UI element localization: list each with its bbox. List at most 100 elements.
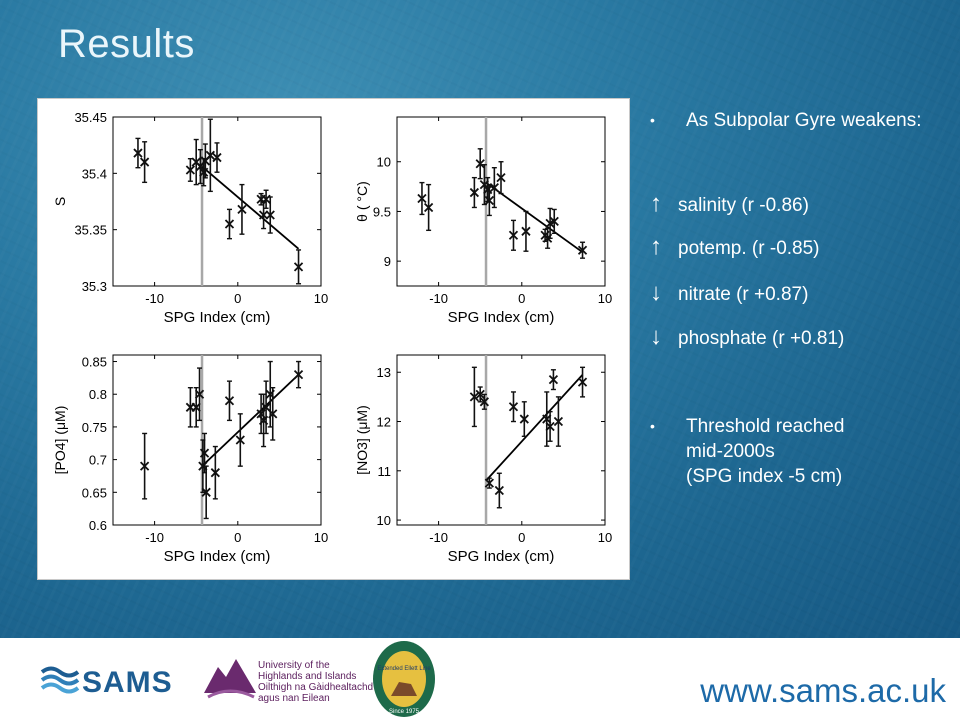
uhi-mountain-logo-icon — [204, 659, 256, 699]
x-tick-label: 10 — [598, 530, 612, 545]
y-tick-label: 9.5 — [373, 204, 391, 219]
y-tick-label: 0.7 — [89, 453, 107, 468]
threshold-line-3: (SPG index -5 cm) — [686, 466, 843, 487]
trend-phosphate: ↓ phosphate (r +0.81) — [650, 323, 940, 351]
trend-potemp: ↑ potemp. (r -0.85) — [650, 233, 940, 261]
x-tick-label: 0 — [234, 530, 241, 545]
data-point-marker — [268, 409, 278, 419]
x-tick-label: -10 — [145, 291, 164, 306]
data-point-marker — [475, 389, 485, 400]
y-axis-label: S — [52, 197, 68, 206]
up-arrow-icon: ↑ — [650, 233, 662, 260]
plot-frame — [112, 354, 322, 526]
y-axis-label: θ ( °C) — [354, 181, 370, 222]
data-point-marker — [224, 396, 235, 406]
y-tick-label: 0.65 — [82, 485, 107, 500]
data-point-marker — [265, 210, 275, 220]
data-point-marker — [139, 461, 150, 471]
uhi-logo-text: University of the Highlands and Islands … — [258, 660, 378, 704]
data-point-marker — [553, 416, 564, 427]
y-tick-label: 35.45 — [74, 110, 107, 125]
uhi-line: Highlands and Islands — [258, 671, 357, 682]
x-tick-label: 10 — [598, 291, 612, 306]
data-point-marker — [205, 150, 215, 160]
y-tick-label: 0.8 — [89, 387, 107, 402]
x-axis-label: SPG Index (cm) — [448, 548, 555, 565]
y-tick-label: 9 — [384, 254, 391, 269]
data-point-marker — [475, 159, 485, 169]
y-tick-label: 12 — [377, 415, 391, 430]
data-point-marker — [484, 195, 494, 206]
seal-bottom-text: Since 1975 — [389, 709, 420, 715]
fit-line — [201, 373, 300, 467]
y-tick-label: 0.6 — [89, 518, 107, 533]
data-point-marker — [577, 377, 588, 387]
sams-logo-text: SAMS — [82, 666, 173, 699]
data-point-marker — [185, 165, 196, 175]
data-point-marker — [577, 245, 588, 255]
y-tick-label: 0.75 — [82, 420, 107, 435]
bullet-threshold-text: Threshold reached mid-2000s (SPG index -… — [686, 414, 946, 489]
data-point-marker — [139, 157, 150, 167]
x-tick-label: -10 — [429, 530, 448, 545]
x-tick-label: 0 — [518, 291, 525, 306]
results-figure: -10 0 10 35.3 35.35 35.4 35.45 SPG Index (cm) S -… — [37, 98, 630, 580]
x-axis-label: SPG Index (cm) — [164, 309, 271, 326]
data-point-marker — [417, 193, 427, 204]
trend-text: salinity (r -0.86) — [678, 195, 809, 216]
x-tick-label: 10 — [314, 530, 328, 545]
trend-nitrate: ↓ nitrate (r +0.87) — [650, 279, 940, 307]
x-axis-label: SPG Index (cm) — [448, 309, 555, 326]
data-point-marker — [484, 478, 494, 488]
data-point-marker — [235, 435, 245, 445]
data-point-marker — [494, 485, 504, 496]
threshold-line-1: Threshold reached — [686, 416, 845, 437]
bullet-intro-text: As Subpolar Gyre weakens: — [686, 110, 922, 131]
data-point-marker — [469, 392, 480, 402]
down-arrow-icon: ↓ — [650, 279, 662, 306]
y-axis-label: [PO4] (μM) — [52, 406, 68, 475]
y-tick-label: 10 — [377, 155, 391, 170]
x-tick-label: 0 — [234, 291, 241, 306]
data-point-marker — [496, 173, 506, 183]
seal-center-text: Extended Ellett Line — [377, 666, 431, 672]
x-tick-label: 0 — [518, 530, 525, 545]
data-point-marker — [508, 230, 519, 240]
slide-title: Results — [58, 22, 195, 66]
x-axis-label: SPG Index (cm) — [164, 548, 271, 565]
x-tick-label: -10 — [145, 530, 164, 545]
footer-bar — [0, 638, 960, 720]
trend-text: phosphate (r +0.81) — [678, 328, 845, 349]
y-tick-label: 0.85 — [82, 355, 107, 370]
plot-frame — [396, 116, 606, 287]
fit-line — [485, 374, 584, 482]
data-point-marker — [489, 182, 499, 193]
data-point-marker — [201, 487, 211, 497]
x-tick-label: 10 — [314, 291, 328, 306]
y-tick-label: 11 — [378, 464, 392, 479]
trend-salinity: ↑ salinity (r -0.86) — [650, 190, 940, 218]
plot-frame — [396, 354, 606, 526]
data-point-marker — [212, 152, 222, 163]
data-point-marker — [549, 216, 559, 227]
data-point-marker — [224, 219, 235, 229]
scatter-plots: -10 0 10 35.3 35.35 35.4 35.45 SPG Index (cm) S -… — [52, 110, 612, 565]
bullet-dot-icon: • — [650, 418, 655, 434]
data-point-marker — [423, 202, 434, 213]
uhi-line: agus nan Eilean — [258, 693, 330, 704]
data-point-marker — [293, 369, 304, 380]
down-arrow-icon: ↓ — [650, 323, 662, 350]
data-point-marker — [199, 167, 209, 177]
data-point-marker — [519, 414, 529, 424]
data-point-marker — [258, 210, 269, 220]
fit-line — [201, 165, 300, 250]
data-point-marker — [210, 468, 220, 478]
data-point-marker — [237, 204, 247, 215]
x-tick-label: -10 — [429, 291, 448, 306]
data-point-marker — [133, 148, 143, 158]
bullet-dot-icon: • — [650, 112, 655, 128]
website-url[interactable]: www.sams.ac.uk — [700, 672, 946, 709]
uhi-line: Oilthigh na Gàidhealtachd — [258, 682, 374, 693]
data-point-marker — [194, 389, 205, 399]
uhi-line: University of the — [258, 660, 330, 671]
